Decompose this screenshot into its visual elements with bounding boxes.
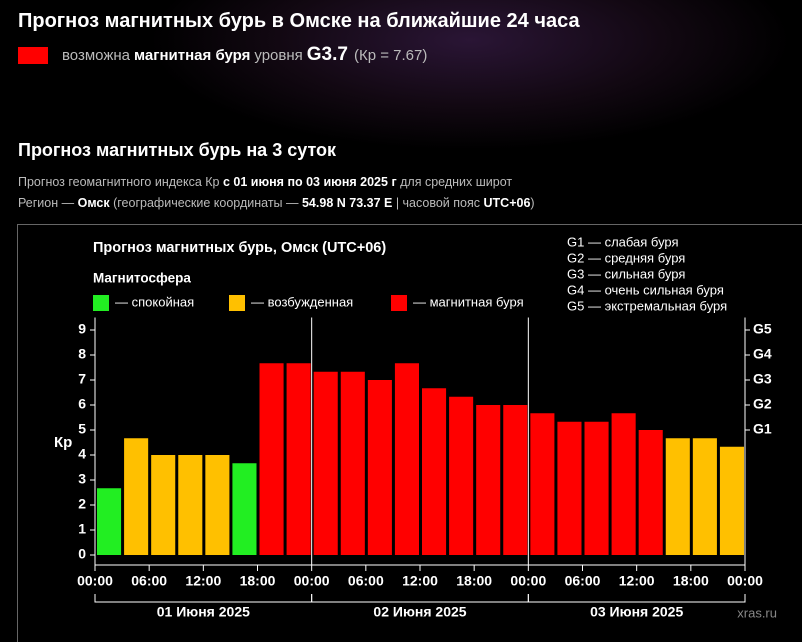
page-title: Прогноз магнитных бурь в Омске на ближай… — [18, 10, 580, 32]
day-bracket — [311, 594, 529, 603]
region-text: ) — [530, 196, 535, 210]
bar — [638, 430, 663, 555]
legend-swatch — [229, 295, 245, 311]
legend-label: — возбужденная — [251, 294, 353, 309]
day-label: 02 Июня 2025 — [373, 604, 466, 620]
status-color — [18, 46, 48, 64]
bar — [557, 421, 582, 555]
bar — [313, 371, 338, 555]
bar — [503, 405, 528, 555]
region-tz: UTC+06 — [483, 196, 531, 210]
x-tick-label: 18:00 — [456, 573, 492, 589]
y2-tick-label: G1 — [753, 421, 772, 437]
status-level-word: уровня — [254, 46, 303, 64]
g-scale-item: G4 — очень сильная буря — [567, 282, 724, 297]
status-kp: (Кр = 7.67) — [353, 46, 428, 64]
y-tick-label: 9 — [78, 321, 86, 337]
bar — [205, 455, 230, 555]
y-tick-label: 1 — [78, 521, 86, 537]
g-scale-item: G3 — сильная буря — [567, 266, 685, 281]
bar — [692, 438, 717, 555]
description: Прогноз геомагнитного индекса Кр с 01 ию… — [18, 175, 512, 189]
bar — [151, 455, 176, 555]
bar — [611, 413, 636, 555]
x-tick-label: 06:00 — [348, 573, 384, 589]
status-level: G3.7 — [306, 44, 348, 65]
bar — [97, 488, 122, 555]
bar — [286, 363, 311, 555]
g-scale-item: G5 — экстремальная буря — [567, 298, 727, 313]
chart-frame — [17, 224, 802, 642]
y-tick-label: 7 — [78, 371, 86, 387]
y2-tick-label: G3 — [753, 371, 772, 387]
y2-tick-label: G4 — [753, 346, 772, 362]
bar — [530, 413, 555, 555]
x-tick-label: 00:00 — [294, 573, 330, 589]
x-tick-label: 06:00 — [131, 573, 167, 589]
bar — [259, 363, 284, 555]
day-label: 01 Июня 2025 — [157, 604, 250, 620]
y-tick-label: 3 — [78, 471, 86, 487]
region-name: Омск — [77, 196, 110, 210]
legend-swatch — [93, 295, 109, 311]
x-tick-label: 18:00 — [673, 573, 709, 589]
chart-title: Прогноз магнитных бурь, Омск (UTC+06) — [93, 240, 386, 256]
x-tick-label: 12:00 — [185, 573, 221, 589]
section-title: Прогноз магнитных бурь на 3 суток — [18, 140, 337, 160]
bar — [178, 455, 203, 555]
region-text: (географические координаты — — [113, 196, 299, 210]
y-tick-label: 5 — [78, 421, 86, 437]
x-tick-label: 06:00 — [565, 573, 601, 589]
bar — [367, 380, 392, 555]
x-tick-label: 00:00 — [77, 573, 113, 589]
bar — [232, 463, 257, 555]
y-tick-label: 0 — [78, 546, 86, 562]
y-tick-label: 2 — [78, 496, 86, 512]
bar — [719, 446, 744, 555]
day-bracket — [527, 594, 746, 603]
x-tick-label: 12:00 — [619, 573, 655, 589]
watermark: xras.ru — [737, 605, 777, 620]
bar — [422, 388, 447, 555]
x-tick-label: 00:00 — [510, 573, 546, 589]
x-tick-label: 18:00 — [240, 573, 276, 589]
y-tick-label: 6 — [78, 396, 86, 412]
status-storm: магнитная буря — [134, 46, 251, 64]
desc-text: для средних широт — [400, 175, 513, 189]
status: возможна магнитная буря уровня G3.7 (Кр … — [18, 44, 798, 66]
header: Прогноз магнитных бурь в Омске на ближай… — [18, 8, 798, 66]
y-tick-label: 8 — [78, 346, 86, 362]
y2-tick-label: G2 — [753, 396, 772, 412]
y-axis-label: Кр — [54, 434, 72, 451]
region-coords: 54.98 N 73.37 E — [301, 196, 393, 210]
region-text: | часовой пояс — [395, 196, 481, 210]
g-scale-item: G1 — слабая буря — [567, 234, 679, 249]
bar — [665, 438, 690, 555]
bar — [340, 371, 365, 555]
bar — [476, 405, 501, 555]
legend-title: Магнитосфера — [93, 271, 191, 286]
legend-label: — спокойная — [115, 294, 194, 309]
y-tick-label: 4 — [78, 446, 86, 462]
region-label: Регион — — [18, 196, 75, 210]
desc-dates: с 01 июня по 03 июня 2025 г — [222, 175, 397, 189]
bar — [124, 438, 149, 555]
status-prefix: возможна — [62, 46, 130, 64]
g-scale-item: G2 — средняя буря — [567, 250, 685, 265]
legend-swatch — [391, 295, 407, 311]
legend-label: — магнитная буря — [413, 294, 524, 309]
bar — [584, 421, 609, 555]
y2-tick-label: G5 — [753, 321, 772, 337]
x-tick-label: 00:00 — [727, 573, 763, 589]
bar — [394, 363, 419, 555]
day-bracket — [94, 594, 313, 603]
day-label: 03 Июня 2025 — [590, 604, 683, 620]
desc-text: Прогноз геомагнитного индекса Кр — [18, 175, 220, 189]
bar — [449, 396, 474, 555]
region: Регион — Омск (географические координаты… — [18, 196, 535, 210]
x-tick-label: 12:00 — [402, 573, 438, 589]
